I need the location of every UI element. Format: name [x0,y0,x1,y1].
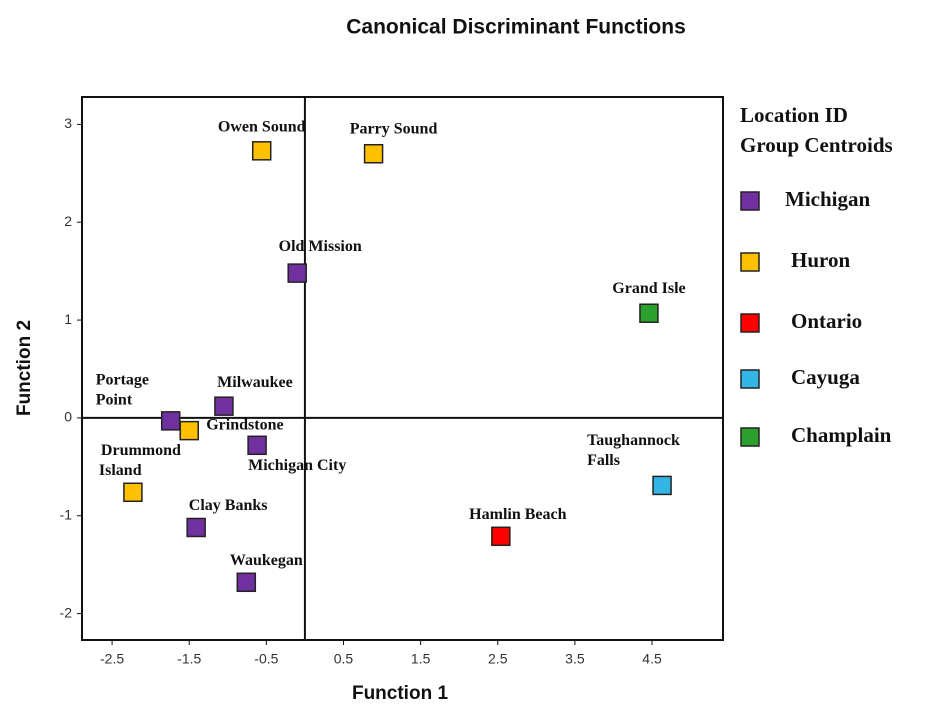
x-tick-label: -1.5 [177,651,201,667]
point-label: Grand Isle [612,280,685,297]
legend-title: Location ID [740,103,848,127]
point-label: Waukegan [230,552,303,569]
centroid-marker [247,435,267,456]
point-label: Portage [96,372,149,389]
plot-frame [81,96,724,641]
y-tick-label: 3 [64,115,72,131]
point-label: Taughannock [587,432,680,449]
point-label: Drummond [101,442,181,459]
x-tick-label: 4.5 [642,651,662,667]
legend-label: Champlain [791,423,892,447]
x-axis-title: Function 1 [352,683,448,704]
x-tick-label: 0.5 [334,651,354,667]
point-label: Clay Banks [189,497,268,514]
legend-swatch [740,191,760,211]
legend-label: Michigan [785,187,870,211]
legend-label: Huron [791,248,850,272]
point-label: Owen Sound [218,118,306,135]
centroid-marker [160,411,181,431]
centroid-marker [236,572,257,593]
centroid-marker [287,263,307,283]
x-tick-label: 3.5 [565,651,585,667]
x-tick-label: -2.5 [100,651,124,667]
legend-swatch [740,252,760,272]
legend-swatch [740,427,760,447]
point-label: Parry Sound [350,120,438,137]
point-label: Old Mission [279,238,362,255]
point-label: Island [99,462,142,479]
y-axis-title: Function 2 [14,320,35,416]
centroid-marker [363,143,384,164]
y-tick-label: 1 [64,311,72,327]
point-label: Falls [587,452,620,469]
point-label: Grindstone [206,416,283,433]
point-label: Michigan City [248,457,346,474]
centroid-marker [123,482,143,503]
point-label: Point [96,392,133,409]
point-label: Hamlin Beach [469,506,566,523]
chart-title: Canonical Discriminant Functions [346,16,686,39]
centroid-marker [491,526,511,547]
centroid-marker [179,420,199,441]
x-tick-label: 1.5 [411,651,431,667]
legend-label: Cayuga [791,365,860,389]
x-tick-label: 2.5 [488,651,508,667]
x-tick-label: -0.5 [254,651,278,667]
y-tick-label: -2 [60,604,73,620]
y-tick-label: 2 [64,213,72,229]
centroid-marker [214,396,234,416]
centroid-marker [251,141,272,161]
centroid-marker [639,303,659,323]
legend-label: Ontario [791,309,862,333]
centroid-marker [186,517,206,538]
legend-swatch [740,369,760,389]
legend-swatch [740,313,760,333]
centroid-marker [652,475,672,496]
y-tick-label: -1 [60,506,73,522]
point-label: Milwaukee [217,374,293,391]
y-tick-label: 0 [64,409,72,425]
legend-title: Group Centroids [740,133,893,157]
